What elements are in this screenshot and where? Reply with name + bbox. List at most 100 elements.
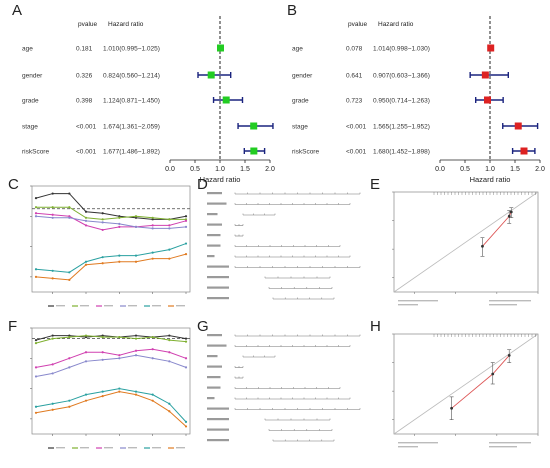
line-f-series-point bbox=[34, 366, 38, 369]
line-f-legend-text bbox=[80, 447, 89, 449]
line-c-series-point bbox=[118, 216, 121, 219]
line-c-series-point bbox=[84, 224, 88, 227]
line-f-series-point bbox=[134, 334, 138, 337]
line-f-series-point bbox=[168, 351, 171, 354]
forest-b-row-pvalue: 0.723 bbox=[346, 98, 363, 105]
calibration-h-ideal-line bbox=[393, 333, 539, 435]
nomogram-g-row-label bbox=[207, 386, 221, 389]
forest-a-x-axis-label: Hazard ratio bbox=[200, 175, 241, 184]
calibration-e-legend-text bbox=[489, 304, 517, 306]
forest-b-x-tick-label: 2.0 bbox=[535, 166, 545, 173]
calibration-h-legend-text bbox=[489, 446, 517, 448]
line-f-series-point bbox=[101, 358, 104, 361]
line-f-series-point bbox=[51, 408, 54, 411]
calibration-e-point bbox=[507, 214, 511, 218]
line-f-series-point bbox=[184, 366, 188, 369]
forest-b-row-pvalue: 0.078 bbox=[346, 46, 363, 53]
line-f-series-point bbox=[34, 339, 38, 342]
line-c-series-point bbox=[184, 225, 188, 228]
line-f-series-point bbox=[118, 387, 121, 390]
forest-b-row-hr: 0.950(0.714~1.263) bbox=[373, 98, 430, 105]
forest-a-header-hazard-ratio: Hazard ratio bbox=[108, 21, 144, 28]
line-c-series-point bbox=[134, 225, 138, 228]
calibration-plot-e bbox=[392, 191, 539, 306]
calibration-h-legend-text bbox=[489, 442, 531, 444]
line-c-series-point bbox=[68, 215, 71, 218]
nomogram-g-row-label bbox=[207, 418, 229, 421]
line-f-series-point bbox=[68, 334, 71, 337]
line-c-series-point bbox=[34, 268, 38, 271]
line-c-series-line bbox=[36, 206, 186, 220]
line-f-legend-text bbox=[104, 447, 113, 449]
nomogram-g-row-label bbox=[207, 355, 218, 358]
line-c-series-point bbox=[101, 218, 104, 221]
nomogram-g-row-label bbox=[207, 407, 229, 410]
line-c-legend-text bbox=[152, 305, 161, 307]
line-f-series-point bbox=[68, 357, 71, 360]
forest-a-row-label: riskScore bbox=[22, 149, 49, 156]
line-c-series-point bbox=[151, 216, 154, 219]
panel-label-h: H bbox=[370, 318, 381, 335]
panel-label-f: F bbox=[8, 318, 18, 335]
forest-plot-a: pvalue Hazard ratio age 0.181 1.010(0.995~1.… bbox=[22, 16, 275, 184]
forest-b-row-label: grade bbox=[292, 98, 309, 105]
line-c-series-point bbox=[168, 218, 171, 221]
nomogram-g-row-label bbox=[207, 376, 221, 379]
line-c-series-point bbox=[184, 242, 188, 245]
forest-a-x-tick-label: 1.0 bbox=[215, 166, 225, 173]
line-c-series-point bbox=[51, 213, 54, 216]
line-f-series-point bbox=[151, 348, 154, 351]
line-f-series-point bbox=[101, 335, 104, 339]
line-f-series-point bbox=[34, 405, 38, 408]
line-c-series-point bbox=[184, 253, 188, 256]
calibration-h-legend-text bbox=[398, 442, 438, 444]
forest-b-row-label: riskScore bbox=[292, 149, 319, 156]
nomogram-d-row-label bbox=[207, 213, 218, 216]
line-f-series-point bbox=[184, 357, 188, 360]
line-f-series-point bbox=[101, 395, 104, 398]
line-f-series-point bbox=[101, 334, 104, 337]
line-f-series-point bbox=[51, 337, 54, 340]
line-c-series-line bbox=[35, 193, 187, 220]
line-c-series-point bbox=[184, 215, 188, 218]
line-c-series-point bbox=[168, 248, 171, 251]
calibration-e-point bbox=[481, 244, 484, 248]
forest-a-x-tick-label: 2.0 bbox=[265, 166, 275, 173]
forest-b-header-pvalue: pvalue bbox=[348, 21, 368, 28]
line-f-series-point bbox=[68, 335, 71, 339]
line-f-series-line bbox=[35, 388, 187, 423]
forest-b-row-pvalue: 0.641 bbox=[346, 73, 363, 80]
line-c-plot-area bbox=[31, 185, 191, 293]
line-c-legend-text bbox=[176, 305, 185, 307]
line-c-series-point bbox=[51, 216, 54, 219]
nomogram-g-row-label bbox=[207, 365, 222, 368]
line-f-plot-area bbox=[31, 327, 191, 435]
calibration-h-point bbox=[450, 406, 453, 410]
line-f-series-point bbox=[151, 399, 154, 402]
line-f-series-point bbox=[134, 349, 138, 352]
line-f-series-point bbox=[168, 402, 171, 405]
line-c-series-point bbox=[151, 218, 154, 221]
line-f-series-point bbox=[101, 351, 104, 354]
line-f-series-point bbox=[34, 342, 38, 345]
line-f-series-line bbox=[35, 335, 187, 344]
line-f-series-point bbox=[51, 334, 54, 337]
forest-a-row-hr: 1.010(0.995~1.025) bbox=[103, 46, 160, 53]
panel-label-c: C bbox=[8, 176, 19, 193]
calibration-e-ideal-line bbox=[393, 191, 539, 293]
panel-label-a: A bbox=[12, 2, 23, 19]
nomogram-g-row-label bbox=[207, 334, 222, 337]
forest-b-point bbox=[520, 147, 528, 155]
line-f-series-point bbox=[84, 335, 88, 339]
line-f-series-point bbox=[151, 335, 154, 339]
line-c-series-point bbox=[151, 224, 154, 227]
line-c-series-point bbox=[51, 269, 54, 272]
line-f-series-point bbox=[168, 334, 171, 337]
line-f-series-line bbox=[35, 354, 187, 377]
line-f-series-point bbox=[68, 366, 71, 369]
line-c-series-point bbox=[68, 216, 71, 219]
line-f-legend-text bbox=[128, 447, 137, 449]
line-c-series-point bbox=[134, 215, 138, 218]
line-f-series-line bbox=[35, 335, 187, 341]
forest-a-point bbox=[250, 147, 258, 155]
